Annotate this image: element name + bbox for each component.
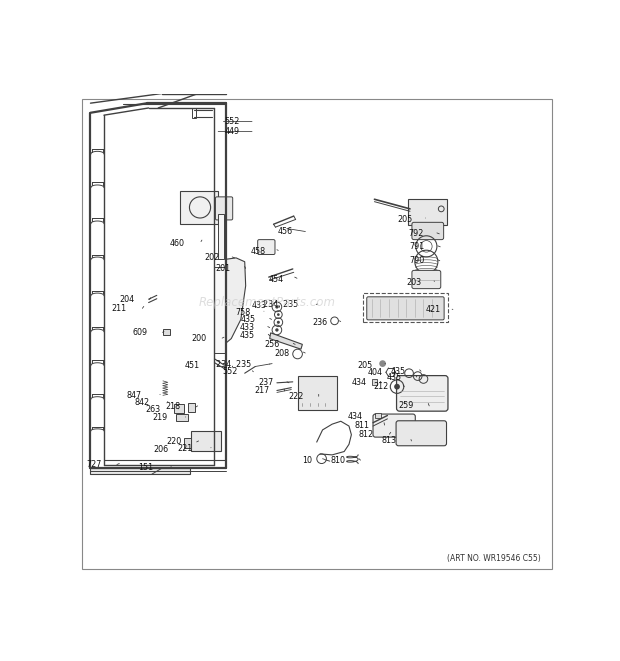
- Text: 812: 812: [359, 430, 374, 439]
- FancyBboxPatch shape: [180, 191, 218, 224]
- Text: 421: 421: [425, 305, 440, 314]
- Text: 10: 10: [302, 455, 312, 465]
- Text: 792: 792: [409, 229, 424, 239]
- Polygon shape: [270, 333, 303, 349]
- Text: 451: 451: [185, 362, 200, 371]
- FancyBboxPatch shape: [373, 414, 415, 437]
- Bar: [375, 412, 381, 418]
- Text: 811: 811: [354, 420, 369, 430]
- Text: 200: 200: [192, 334, 206, 342]
- Text: 790: 790: [409, 256, 425, 265]
- Text: 212: 212: [374, 382, 389, 391]
- Text: 449: 449: [224, 127, 239, 136]
- Text: 211: 211: [112, 304, 127, 313]
- Text: 208: 208: [275, 348, 290, 358]
- Text: 256: 256: [265, 340, 280, 349]
- Bar: [192, 108, 196, 118]
- Circle shape: [277, 321, 280, 324]
- Text: 217: 217: [254, 387, 269, 395]
- Bar: [91, 469, 190, 474]
- Text: 206: 206: [154, 445, 169, 453]
- Text: 842: 842: [135, 398, 149, 407]
- Bar: [163, 329, 170, 335]
- Text: 205: 205: [397, 215, 412, 224]
- Text: 234, 235: 234, 235: [216, 360, 252, 369]
- Text: 552: 552: [224, 117, 239, 126]
- Text: 791: 791: [410, 243, 425, 251]
- Text: 435: 435: [391, 367, 405, 376]
- Bar: [174, 404, 184, 412]
- Text: 847: 847: [126, 391, 142, 400]
- FancyBboxPatch shape: [412, 270, 441, 289]
- Circle shape: [394, 384, 400, 389]
- Text: 222: 222: [288, 392, 303, 401]
- Text: 237: 237: [259, 378, 273, 387]
- Polygon shape: [215, 266, 226, 353]
- Text: 202: 202: [204, 253, 219, 262]
- Bar: [371, 379, 378, 385]
- Text: 236: 236: [312, 318, 328, 327]
- FancyBboxPatch shape: [412, 222, 444, 240]
- Text: ReplacementParts.com: ReplacementParts.com: [199, 296, 336, 309]
- Text: 219: 219: [152, 413, 167, 422]
- Text: 201: 201: [215, 264, 230, 273]
- FancyBboxPatch shape: [396, 421, 446, 446]
- Text: 259: 259: [399, 401, 414, 410]
- Text: 234, 235: 234, 235: [263, 301, 298, 309]
- FancyBboxPatch shape: [215, 197, 232, 220]
- Bar: [218, 214, 224, 259]
- Text: 758: 758: [236, 308, 251, 317]
- Text: 552: 552: [223, 368, 238, 376]
- Text: 404: 404: [367, 368, 382, 377]
- Circle shape: [275, 329, 278, 332]
- Circle shape: [277, 313, 280, 316]
- Text: 263: 263: [145, 405, 160, 414]
- Text: 435: 435: [239, 331, 254, 340]
- Bar: [363, 293, 448, 323]
- Text: 460: 460: [169, 239, 184, 249]
- Text: 810: 810: [330, 455, 345, 465]
- Text: 434: 434: [347, 412, 363, 421]
- FancyBboxPatch shape: [367, 297, 444, 320]
- Text: (ART NO. WR19546 C55): (ART NO. WR19546 C55): [448, 555, 541, 563]
- Text: 220: 220: [166, 438, 181, 446]
- Text: 434: 434: [352, 378, 366, 387]
- FancyBboxPatch shape: [407, 199, 446, 225]
- Bar: [184, 438, 191, 448]
- Text: 151: 151: [138, 463, 153, 472]
- Circle shape: [379, 360, 386, 367]
- Circle shape: [275, 305, 278, 309]
- FancyBboxPatch shape: [192, 431, 221, 451]
- Text: 458: 458: [250, 247, 265, 256]
- Text: 221: 221: [177, 444, 193, 453]
- Text: 204: 204: [119, 295, 134, 304]
- FancyBboxPatch shape: [397, 375, 448, 411]
- FancyBboxPatch shape: [298, 375, 337, 410]
- Polygon shape: [226, 258, 246, 344]
- Text: 456: 456: [278, 227, 293, 237]
- Text: 433: 433: [252, 301, 267, 311]
- Text: 218: 218: [166, 403, 181, 411]
- Text: 433: 433: [239, 323, 254, 332]
- FancyBboxPatch shape: [258, 240, 275, 254]
- Text: 435: 435: [386, 373, 401, 381]
- Bar: [176, 414, 188, 421]
- Bar: [188, 403, 195, 412]
- Text: 454: 454: [269, 275, 284, 284]
- Text: 727: 727: [86, 460, 102, 469]
- FancyBboxPatch shape: [301, 379, 334, 403]
- Text: 205: 205: [357, 360, 373, 369]
- Text: 203: 203: [407, 278, 422, 288]
- Text: 813: 813: [381, 436, 396, 446]
- Text: 435: 435: [241, 315, 256, 324]
- Text: 609: 609: [132, 328, 147, 337]
